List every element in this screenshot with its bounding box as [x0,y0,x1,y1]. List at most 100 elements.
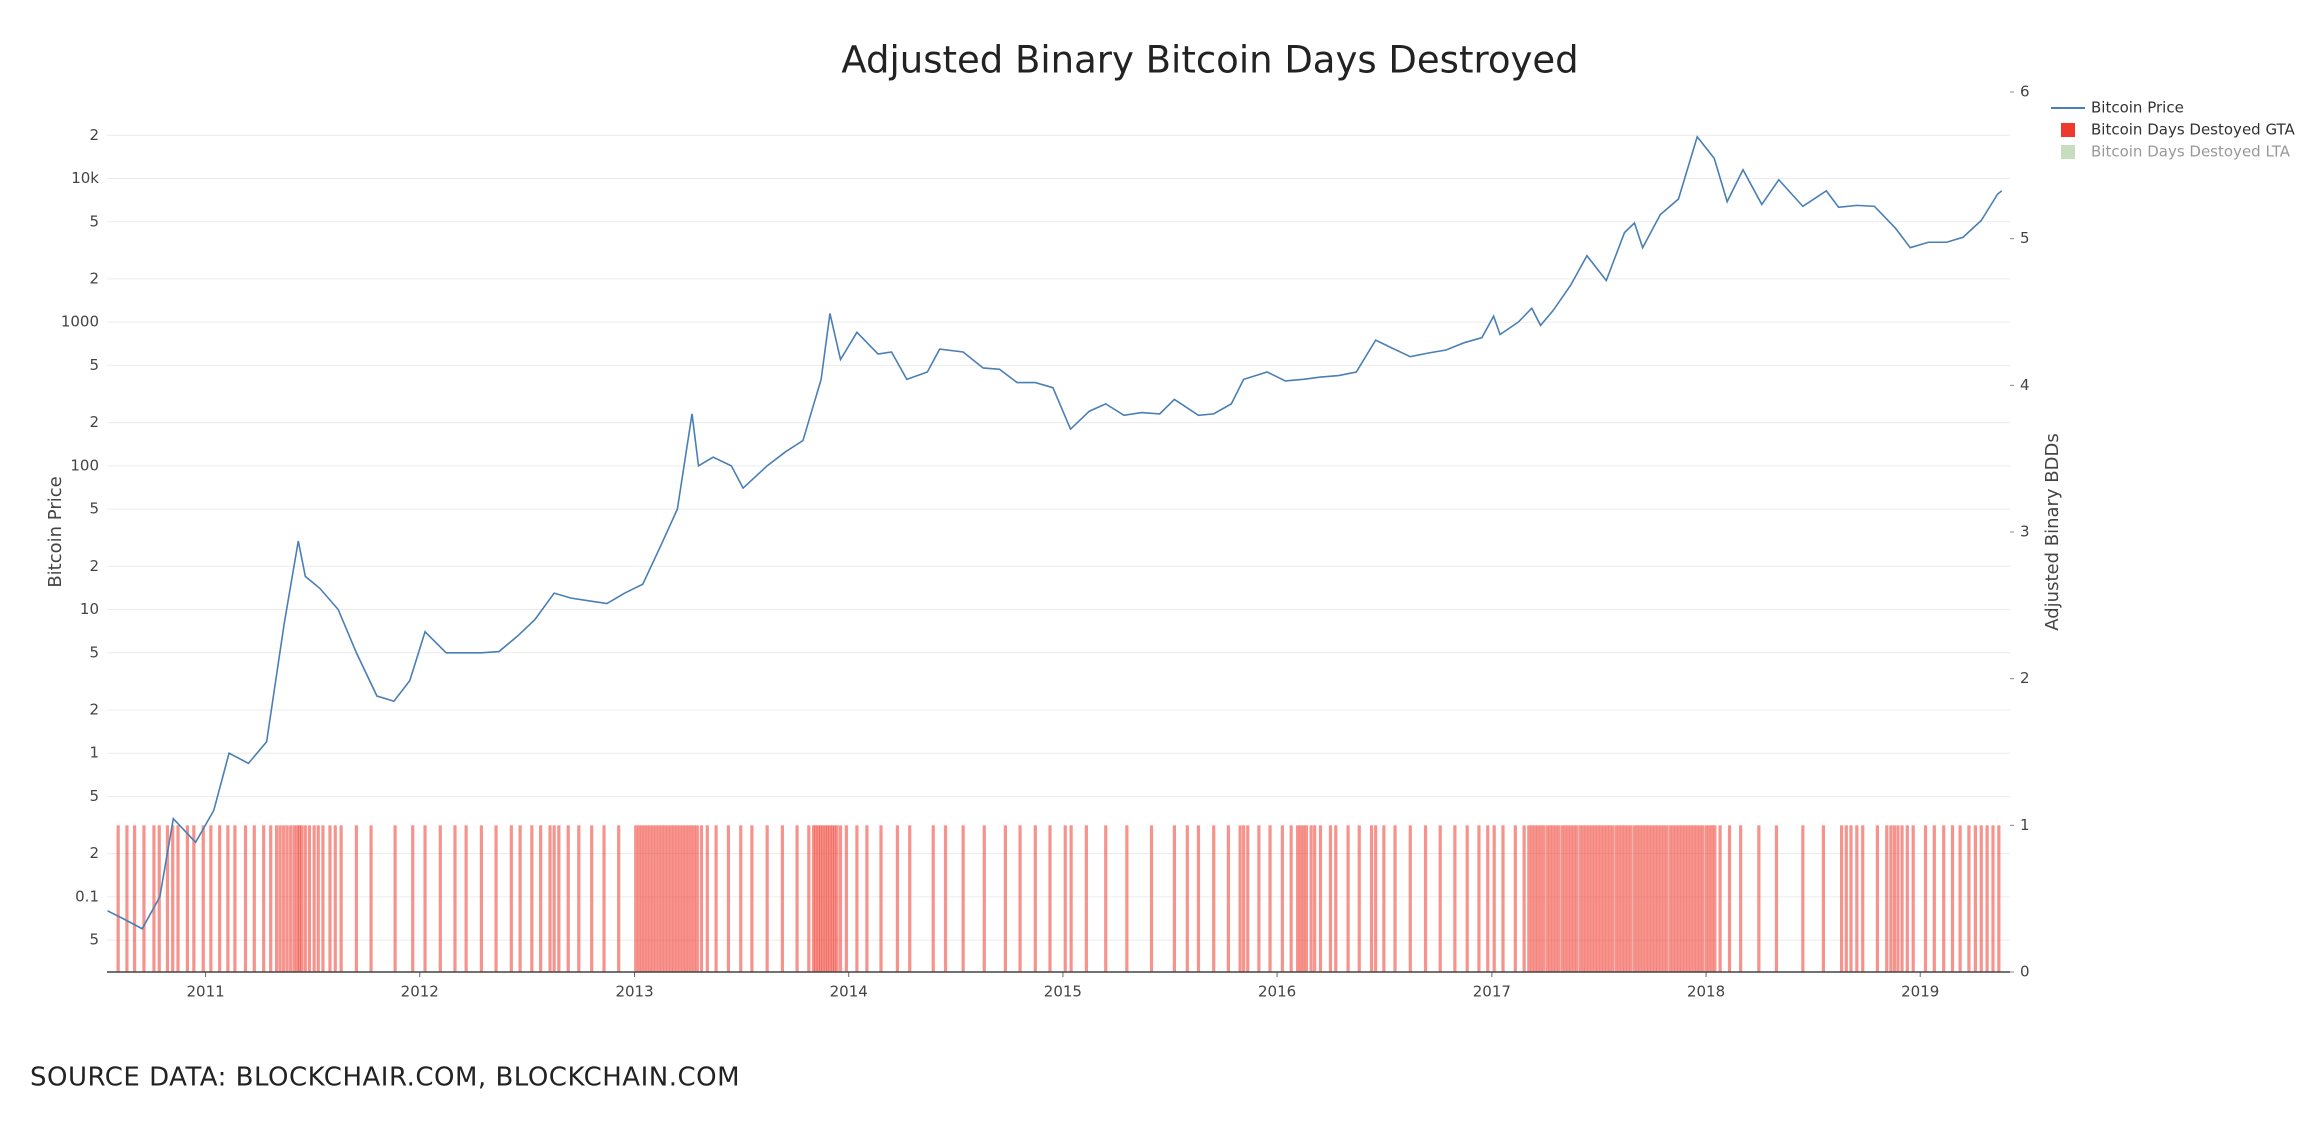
bdd-bar [1997,825,2001,972]
bdd-bar [1683,825,1687,972]
bdd-bar [1620,825,1624,972]
bdd-bar [1328,825,1333,972]
bdd-bar [672,825,676,972]
bdd-bar [908,825,912,972]
bdd-bar [780,825,785,972]
bdd-bar [1104,825,1108,972]
bdd-bar [1346,825,1350,972]
y2-tick-label: 4 [2020,376,2030,394]
bdd-bar [1985,825,1989,972]
bdd-bar [637,825,641,972]
bdd-bar [816,825,820,972]
bdd-bar [1298,825,1303,972]
bdd-bar [1522,825,1526,972]
x-tick-label: 2011 [186,983,224,1001]
bdd-bar [1257,825,1261,972]
bdd-bar [1527,825,1531,972]
y-tick-label: 5 [89,643,99,661]
bdd-bar [830,825,834,972]
bdd-bar [530,825,534,972]
bdd-bar [557,825,561,972]
bdd-bar [1560,825,1564,972]
bdd-bar [328,825,332,972]
bdd-bar [833,825,837,972]
x-tick-label: 2014 [830,983,868,1001]
bdd-bar [714,825,718,972]
y2-tick-label: 3 [2020,523,2030,541]
y-tick-label: 10k [71,169,99,187]
bdd-bar [1185,825,1189,972]
bdd-bar [855,825,859,972]
bdd-bar [438,825,442,972]
x-tick-label: 2019 [1901,983,1939,1001]
bdd-bar [1614,825,1618,972]
bdd-bar [1632,825,1637,972]
bdd-bar [1584,825,1588,972]
bdd-bar [1695,825,1699,972]
bdd-bar [1692,825,1696,972]
bdd-bar [1942,825,1946,972]
y-tick-label: 0.1 [75,887,99,905]
bdd-bar [1246,825,1250,972]
bdd-bar [1304,825,1309,972]
y-tick-label: 5 [89,500,99,518]
bdd-bar [262,825,266,972]
bdd-bar [1710,825,1714,972]
bdd-bar [1713,825,1717,972]
bdd-bar [1242,825,1246,972]
y-tick-label: 1 [89,744,99,762]
bdd-bar [692,825,696,972]
bdd-bar [602,825,606,972]
bdd-bar [393,825,397,972]
bdd-bar [1551,825,1555,972]
bdd-bar [1536,825,1540,972]
bdd-bar [1033,825,1037,972]
bdd-bar [1492,825,1496,972]
legend-item[interactable]: Bitcoin Days Destoyed GTA [2061,121,2296,139]
bdd-bar [1671,825,1675,972]
bdd-bar [739,825,743,972]
bdd-bar [1069,825,1073,972]
bdd-bar [765,825,769,972]
bdd-bar [705,825,709,972]
bdd-bar [943,825,948,972]
bdd-bar [1572,825,1576,972]
legend-label: Bitcoin Days Destoyed LTA [2091,143,2291,161]
y-tick-label: 5 [89,931,99,949]
bdd-bar [1885,825,1889,972]
bdd-bar [1668,825,1672,972]
bdd-bar [666,825,670,972]
bdd-bar [1991,825,1995,972]
legend-swatch [2061,123,2075,137]
legend-item[interactable]: Bitcoin Price [2051,99,2184,117]
y-tick-label: 5 [89,356,99,374]
x-tick-label: 2017 [1473,983,1511,1001]
bdd-bar [1875,825,1879,972]
bdd-bar [1382,825,1386,972]
bdd-bar [1665,825,1669,972]
bdd-bar [1423,825,1428,972]
bdd-bar [1889,825,1893,972]
bdd-bar [1393,825,1397,972]
bdd-bar [823,825,827,972]
y-tick-label: 5 [89,787,99,805]
bdd-bar [1821,825,1825,972]
y-tick-label: 2 [89,126,99,144]
y-tick-label: 2 [89,413,99,431]
bdd-bar [1533,825,1537,972]
bdd-bar [1932,825,1936,972]
bdd-bar [1774,825,1779,972]
bdd-bar [835,825,839,972]
bdd-bar [518,825,522,972]
bdd-bar [1268,825,1272,972]
bdd-bar [1599,825,1603,972]
legend-item[interactable]: Bitcoin Days Destoyed LTA [2061,143,2291,161]
bdd-bar [663,825,667,972]
bars [116,825,2001,972]
source-note: SOURCE DATA: BLOCKCHAIR.COM, BLOCKCHAIN.… [30,1063,740,1093]
bdd-bar [807,825,811,972]
bdd-bar [657,825,661,972]
bdd-bar [1950,825,1955,972]
bdd-bar [669,825,673,972]
bdd-bar [233,825,237,972]
